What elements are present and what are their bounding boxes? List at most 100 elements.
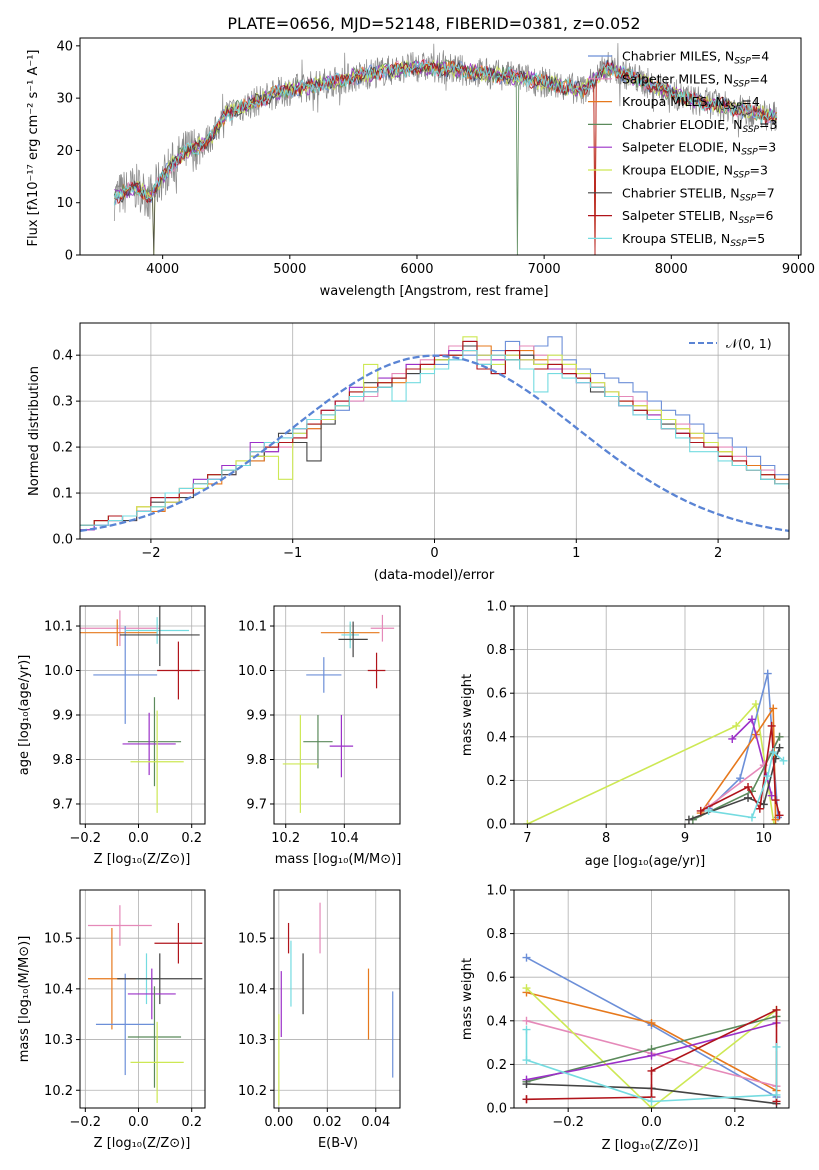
- legend-eq: =: [751, 49, 761, 64]
- legend-ssp-sub: SSP: [733, 79, 750, 89]
- weight-age-ylabel: mass weight: [460, 674, 475, 756]
- residuals-legend: 𝒩(0, 1): [689, 336, 772, 351]
- legend-eq: =: [750, 71, 760, 86]
- weight-age-marker: [736, 774, 745, 783]
- spectrum-ytick-label: 20: [56, 144, 73, 159]
- mass-z-point-0: [87, 905, 152, 946]
- age-mass-point-4: [338, 621, 368, 658]
- legend-eq: =: [741, 94, 751, 109]
- mass-z-xtick-label: 0.0: [128, 1115, 149, 1130]
- weight-z-ytick-label: 0.0: [486, 1102, 507, 1117]
- age-z-frame: [79, 605, 206, 825]
- spectrum-frame: [79, 37, 802, 256]
- residuals-ytick-label: 0.4: [52, 349, 73, 364]
- legend-series-name: Kroupa MILES: [622, 94, 708, 109]
- legend-n-label: , N: [724, 140, 741, 155]
- spectrum-xtick-label: 6000: [400, 262, 433, 277]
- mass-z-plot-area: −0.2 0.0 0.2 10.2 10.3 10.4 10.5: [44, 889, 206, 1130]
- weight-age-frame: [513, 605, 790, 825]
- age-mass-xtick-label: 10.4: [330, 831, 359, 846]
- legend-ssp-sub: SSP: [734, 57, 751, 67]
- weight-z-ytick-label: 1.0: [486, 884, 507, 899]
- spectrum-ytick-label: 30: [56, 92, 73, 107]
- weight-z-ytick-label: 0.4: [486, 1014, 507, 1029]
- age-mass-point-3: [341, 621, 359, 649]
- legend-series-name: Chabrier STELIB: [622, 185, 722, 200]
- mass-ebv-xtick-label: 0.04: [361, 1115, 390, 1130]
- age-z-point-4: [119, 606, 200, 667]
- mass-z-ytick-label: 10.2: [44, 1084, 73, 1099]
- legend-eq: =: [750, 163, 760, 178]
- residual-histogram-0: [80, 336, 789, 531]
- age-mass-plot-area: 10.2 10.4 9.7 9.8 9.9 10.0 10.1: [238, 605, 401, 846]
- legend-eq: =: [747, 231, 757, 246]
- residuals-ytick-label: 0.1: [52, 487, 73, 502]
- legend-eq: =: [756, 185, 766, 200]
- mass-ebv-ytick-label: 10.4: [238, 982, 267, 997]
- spectrum-xtick-label: 5000: [273, 262, 306, 277]
- weight-age-ytick-label: 0.8: [486, 643, 507, 658]
- age-mass-ytick-label: 10.1: [238, 620, 267, 635]
- weight-age-ytick-label: 0.2: [486, 774, 507, 789]
- mass-z-point-5: [117, 953, 203, 1005]
- legend-ssp-value: 4: [761, 49, 769, 64]
- spectrum-marks: [113, 43, 778, 255]
- residual-histogram-4: [80, 340, 789, 531]
- legend-eq: =: [755, 208, 765, 223]
- weight-age-marker: [763, 772, 772, 781]
- weight-age-marker: [763, 669, 772, 678]
- mass-z-ytick-label: 10.3: [44, 1033, 73, 1048]
- age-mass-frame: [273, 605, 401, 825]
- age-z-xtick-label: 0.0: [128, 831, 149, 846]
- model-spectrum-salpeter-stelib: [113, 58, 777, 255]
- weight-z-ylabel: mass weight: [460, 958, 475, 1040]
- residuals-xlabel: (data-model)/error: [374, 568, 495, 583]
- weight-z-marker: [772, 1090, 781, 1099]
- mass-z-point-3: [154, 922, 203, 964]
- mass-ebv-xtick-label: 0.00: [264, 1115, 293, 1130]
- weight-age-marker: [775, 811, 784, 820]
- mass-z-point-8: [130, 1021, 184, 1103]
- age-mass-point-6: [303, 715, 333, 769]
- residuals-ylabel: Normed distribution: [27, 366, 42, 496]
- weight-age-marker: [523, 820, 532, 824]
- weight-age-marker: [747, 715, 756, 724]
- residuals-xtick-label: 2: [714, 546, 722, 561]
- weight-z-marker: [522, 1095, 531, 1104]
- weight-age-xtick-label: 8: [602, 831, 610, 846]
- legend-n-label: , N: [707, 94, 724, 109]
- legend-label-8: Kroupa STELIB, NSSP=5: [622, 231, 765, 249]
- legend-eq: =: [759, 117, 769, 132]
- weight-age-xtick-label: 9: [681, 831, 689, 846]
- mass-z-ytick-label: 10.5: [44, 932, 73, 947]
- weight-age-plot-area: 7 8 9 10 0.0 0.2 0.4 0.6 0.8 1.0: [486, 600, 790, 846]
- residuals-ytick-label: 0.3: [52, 395, 73, 410]
- legend-label-7: Salpeter STELIB, NSSP=6: [622, 208, 773, 226]
- weight-z-marker: [647, 1066, 656, 1075]
- weight-z-marker: [522, 953, 531, 962]
- spectrum-xtick-label: 8000: [655, 262, 688, 277]
- mass-z-xtick-label: −0.2: [70, 1115, 102, 1130]
- legend-series-name: Kroupa ELODIE: [622, 163, 716, 178]
- weight-z-marker: [772, 1042, 781, 1051]
- weight-age-marker: [769, 704, 778, 713]
- legend-series-name: Salpeter ELODIE: [622, 140, 724, 155]
- weight-z-xtick-label: −0.2: [552, 1115, 584, 1130]
- model-spectrum-kroupa-elodie: [113, 59, 778, 255]
- residuals-marks: [80, 336, 789, 533]
- legend-ssp-value: 4: [752, 94, 760, 109]
- age-mass-xtick-label: 10.2: [271, 831, 300, 846]
- age-mass-point-7: [329, 715, 354, 778]
- gaussian-legend-label: 𝒩(0, 1): [726, 336, 772, 351]
- age-z-plot-area: −0.2 0.0 0.2 9.7 9.8 9.9 10.0 10.1: [44, 605, 206, 846]
- legend-eq: =: [758, 140, 768, 155]
- weight-age-marker: [696, 806, 705, 815]
- age-z-marks: [80, 606, 200, 813]
- residual-histogram-1: [80, 345, 789, 531]
- weight-z-marker: [522, 1016, 531, 1025]
- mass-ebv-panel: 0.00 0.02 0.04 10.2 10.3 10.4 10.5 E(B-V): [238, 889, 401, 1151]
- weight-z-marker: [522, 984, 531, 993]
- weight-age-marker: [732, 721, 741, 730]
- weight-z-xtick-label: 0.0: [641, 1115, 662, 1130]
- legend-ssp-value: 7: [767, 185, 775, 200]
